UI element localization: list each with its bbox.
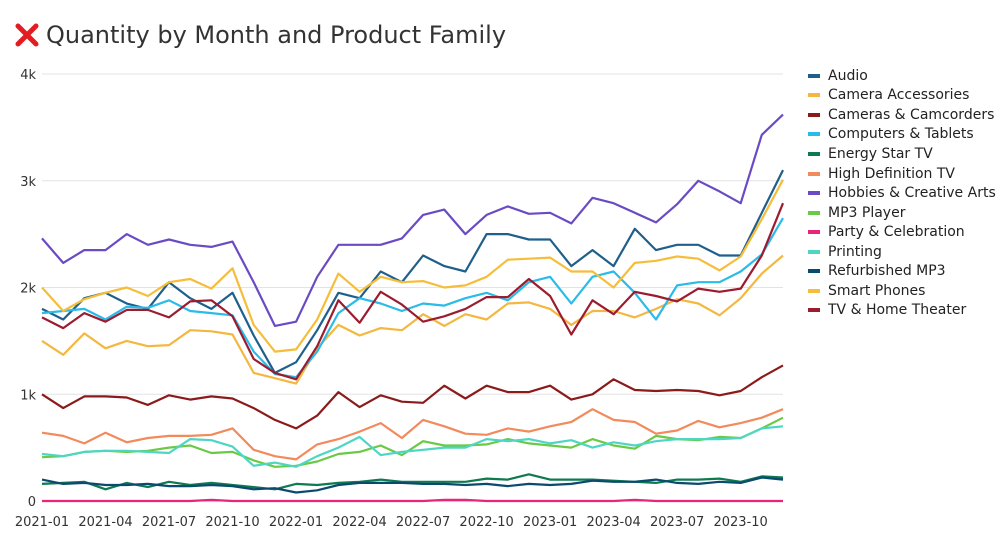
legend-item: Smart Phones bbox=[808, 281, 996, 301]
x-tick-label: 2023-07 bbox=[650, 515, 704, 530]
legend-item: TV & Home Theater bbox=[808, 301, 996, 321]
x-tick-label: 2021-04 bbox=[78, 515, 132, 530]
legend-item: Printing bbox=[808, 242, 996, 262]
legend-label: TV & Home Theater bbox=[828, 302, 967, 319]
x-tick-label: 2022-10 bbox=[459, 515, 513, 530]
legend-swatch bbox=[808, 112, 820, 117]
legend-label: MP3 Player bbox=[828, 204, 906, 221]
series-line bbox=[41, 416, 784, 468]
legend-label: Hobbies & Creative Arts bbox=[828, 185, 996, 202]
legend-item: Party & Celebration bbox=[808, 222, 996, 242]
legend-label: Smart Phones bbox=[828, 282, 926, 299]
x-tick-label: 2022-01 bbox=[269, 515, 323, 530]
legend-label: Party & Celebration bbox=[828, 224, 965, 241]
legend-swatch bbox=[808, 73, 820, 78]
legend-item: Audio bbox=[808, 66, 996, 86]
x-tick-label: 2022-04 bbox=[332, 515, 386, 530]
y-tick-label: 0 bbox=[28, 495, 36, 510]
series-line bbox=[41, 217, 784, 379]
series-line bbox=[42, 498, 783, 503]
title-row: Quantity by Month and Product Family bbox=[14, 18, 506, 52]
series-line bbox=[41, 425, 784, 468]
legend-item: Camera Accessories bbox=[808, 86, 996, 106]
series-line bbox=[41, 364, 784, 430]
legend-item: MP3 Player bbox=[808, 203, 996, 223]
legend-swatch bbox=[808, 191, 820, 196]
x-mark-icon bbox=[15, 23, 39, 47]
legend-swatch bbox=[808, 269, 820, 274]
x-tick-label: 2022-07 bbox=[396, 515, 450, 530]
legend-swatch bbox=[808, 230, 820, 235]
legend-swatch bbox=[808, 308, 820, 313]
legend-item: Energy Star TV bbox=[808, 144, 996, 164]
legend-swatch bbox=[808, 171, 820, 176]
x-tick-label: 2021-01 bbox=[15, 515, 69, 530]
legend-label: Audio bbox=[828, 67, 868, 84]
legend-label: High Definition TV bbox=[828, 165, 955, 182]
x-tick-label: 2023-01 bbox=[523, 515, 577, 530]
x-tick-label: 2023-10 bbox=[713, 515, 767, 530]
series-line bbox=[41, 408, 784, 461]
legend-label: Printing bbox=[828, 243, 882, 260]
legend-item: Hobbies & Creative Arts bbox=[808, 183, 996, 203]
legend-label: Camera Accessories bbox=[828, 87, 970, 104]
series-line bbox=[41, 179, 784, 353]
y-tick-label: 1k bbox=[20, 388, 36, 403]
legend-swatch bbox=[808, 288, 820, 293]
legend-swatch bbox=[808, 210, 820, 215]
legend-swatch bbox=[808, 151, 820, 156]
legend-swatch bbox=[808, 132, 820, 137]
chart-title: Quantity by Month and Product Family bbox=[46, 21, 507, 49]
series-line bbox=[41, 169, 784, 374]
legend-label: Energy Star TV bbox=[828, 145, 933, 162]
series-line bbox=[41, 476, 784, 494]
legend-swatch bbox=[808, 93, 820, 98]
legend-label: Refurbished MP3 bbox=[828, 263, 946, 280]
legend-label: Computers & Tablets bbox=[828, 126, 974, 143]
legend-swatch bbox=[808, 249, 820, 254]
x-tick-label: 2023-04 bbox=[586, 515, 640, 530]
series-line bbox=[41, 113, 784, 327]
y-tick-label: 4k bbox=[20, 68, 36, 83]
legend-item: Computers & Tablets bbox=[808, 125, 996, 145]
legend-item: Refurbished MP3 bbox=[808, 261, 996, 281]
x-tick-label: 2021-07 bbox=[142, 515, 196, 530]
legend-item: High Definition TV bbox=[808, 164, 996, 184]
x-tick-label: 2021-10 bbox=[205, 515, 259, 530]
y-tick-label: 2k bbox=[20, 282, 36, 297]
y-tick-label: 3k bbox=[20, 175, 36, 190]
legend: Audio Camera Accessories Cameras & Camcord… bbox=[808, 66, 996, 320]
legend-item: Cameras & Camcorders bbox=[808, 105, 996, 125]
series-line bbox=[41, 473, 784, 491]
series-line bbox=[41, 202, 785, 381]
legend-label: Cameras & Camcorders bbox=[828, 106, 995, 123]
series-line bbox=[41, 254, 784, 385]
